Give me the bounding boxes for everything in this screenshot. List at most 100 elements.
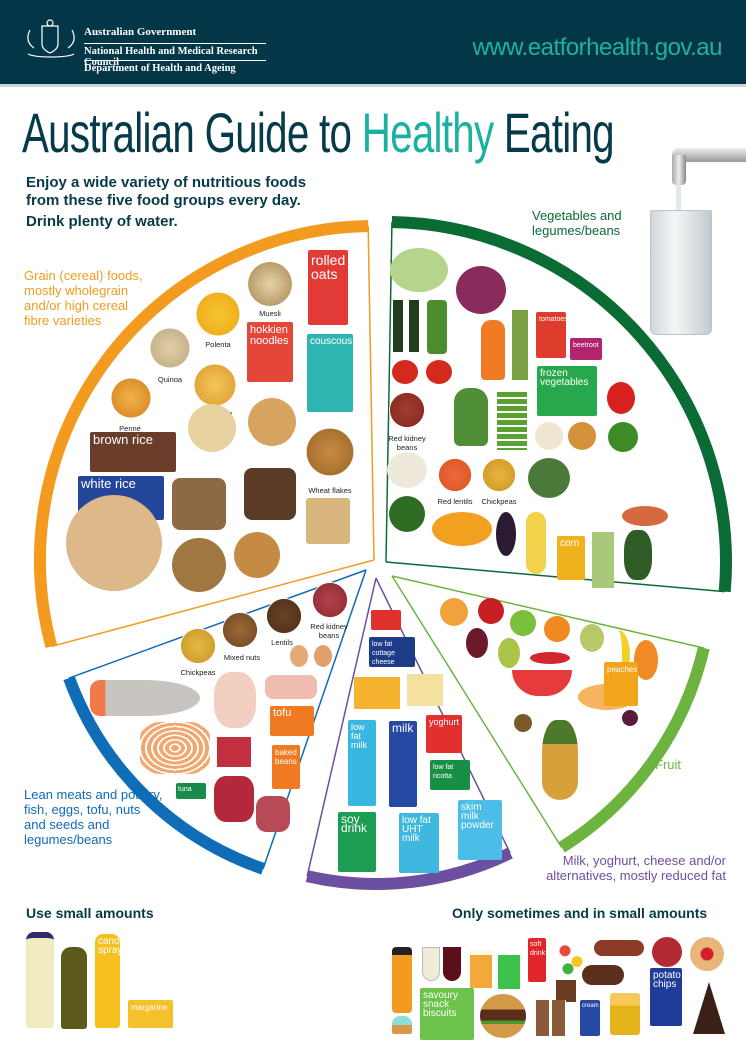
website-link[interactable]: www.eatforhealth.gov.au [472, 34, 722, 61]
chocolate-bars [536, 1000, 566, 1036]
title-part2: Eating [493, 101, 615, 164]
pork-steak [265, 675, 317, 699]
cheese-block [354, 677, 400, 709]
hamburger [480, 994, 526, 1038]
lentils-bowl [266, 598, 302, 634]
egg [290, 645, 308, 667]
beetroot-can: beetroot [570, 338, 602, 360]
carrots [481, 320, 505, 380]
grapes-green [580, 624, 604, 652]
red-kidney-beans-bowl-protein [312, 582, 348, 618]
couscous-box: couscous [307, 334, 353, 412]
title-highlight: Healthy [361, 101, 494, 164]
grain-segment-edges [51, 226, 375, 648]
wheat-flakes-bowl [306, 428, 354, 476]
grain-group-label: Grain (cereal) foods, mostly wholegrain … [24, 268, 143, 328]
mixed-nuts-bowl [222, 612, 258, 648]
crispbread-sticks [306, 498, 350, 544]
soy-drink-carton: soy drink [338, 812, 376, 872]
intro-line2: from these five food groups every day. [26, 192, 301, 209]
salami [652, 937, 682, 967]
rolled-oats-box: rolled oats [308, 250, 348, 325]
tap-spout [672, 155, 686, 185]
crispbread [188, 404, 236, 452]
vegetables-group-label: Vegetables and legumes/beans [532, 208, 622, 238]
water-text: Drink plenty of water. [26, 213, 178, 230]
green-capsicum [608, 422, 638, 452]
beef-steak [214, 776, 254, 822]
red-kidney-beans-bowl [389, 392, 425, 428]
onion-brown [568, 422, 596, 450]
chickpeas-label-veg: Chickpeas [481, 497, 517, 506]
tuna-can: tuna [176, 783, 206, 799]
pineapple [542, 720, 578, 800]
only-sometimes-heading: Only sometimes and in small amounts [452, 905, 708, 921]
mince [217, 737, 251, 767]
red-apple [478, 598, 504, 624]
hokkien-noodles-pack: hokkien noodles [247, 322, 293, 382]
coat-of-arms-logo [27, 19, 75, 58]
chicken-breast [214, 672, 256, 728]
canola-spray-can: canola spray [95, 934, 120, 1028]
fruit-segment-arc [558, 646, 710, 853]
fruit-segment-edges [391, 575, 704, 848]
pumpkin [432, 512, 492, 546]
tofu-pack: tofu [270, 706, 314, 736]
bok-choy [454, 388, 488, 446]
tomatoes-can: tomatoes [536, 312, 566, 358]
protein-segment-arc [63, 676, 266, 875]
yoghurt-tub: yoghurt [426, 715, 462, 753]
header-divider [0, 84, 746, 87]
eggplant [496, 512, 516, 556]
egg-2 [314, 645, 332, 667]
protein-group-label: Lean meats and poultry, fish, eggs, tofu… [24, 787, 163, 847]
mixed-nuts-label: Mixed nuts [223, 653, 261, 662]
prawns [140, 722, 210, 774]
skim-milk-powder-pack: skim milk powder [458, 800, 502, 860]
beer-glass [470, 950, 492, 988]
papaya [634, 640, 658, 680]
water-tap-icon [672, 148, 746, 162]
green-beans [427, 300, 447, 354]
chocolate-cake-slice [693, 982, 725, 1034]
water-glass-icon [650, 210, 712, 335]
cottage-cheese-tub: low fat cottage cheese [369, 637, 415, 667]
polenta-bowl [196, 292, 240, 336]
quinoa-bowl [150, 328, 190, 368]
fish [90, 680, 200, 716]
savoury-biscuits-box: savoury snack biscuits [420, 988, 474, 1040]
cheese-slices [407, 674, 443, 706]
sausage [594, 940, 644, 956]
celery [592, 532, 614, 588]
wine-glass-red [443, 947, 461, 981]
lettuce [390, 248, 448, 292]
vegetable-oil-bottle [26, 932, 54, 1028]
grapes-red [466, 628, 488, 658]
page-title: Australian Guide to Healthy Eating [22, 100, 615, 165]
margarine-tub: margarine [128, 1000, 173, 1028]
baked-beans-can: baked beans [272, 745, 300, 789]
ice-cream-bar [582, 965, 624, 985]
lentils-label: Lentils [271, 638, 293, 647]
intro-text: Enjoy a wide variety of nutritious foods… [26, 174, 306, 210]
vegetables-segment-edges [385, 222, 725, 593]
chickpeas-label-protein: Chickpeas [180, 668, 216, 677]
plum [622, 710, 638, 726]
milk-carton: milk [389, 721, 417, 807]
cream-bottle: cream [580, 1000, 600, 1036]
onion-white [535, 422, 563, 450]
wine-glass-white [422, 947, 440, 981]
broccoli [389, 496, 425, 532]
tomato [392, 360, 418, 384]
banana [606, 630, 630, 680]
header-banner: Australian Government National Health an… [0, 0, 746, 87]
mango [440, 598, 468, 626]
bread-roll [172, 538, 226, 592]
low-fat-milk-carton: low fat milk [348, 720, 376, 806]
intro-line1: Enjoy a wide variety of nutritious foods [26, 174, 307, 191]
vegetables-segment-arc [391, 216, 732, 593]
english-muffin [248, 398, 296, 446]
pita-bread [66, 495, 162, 591]
cauliflower [387, 452, 427, 488]
